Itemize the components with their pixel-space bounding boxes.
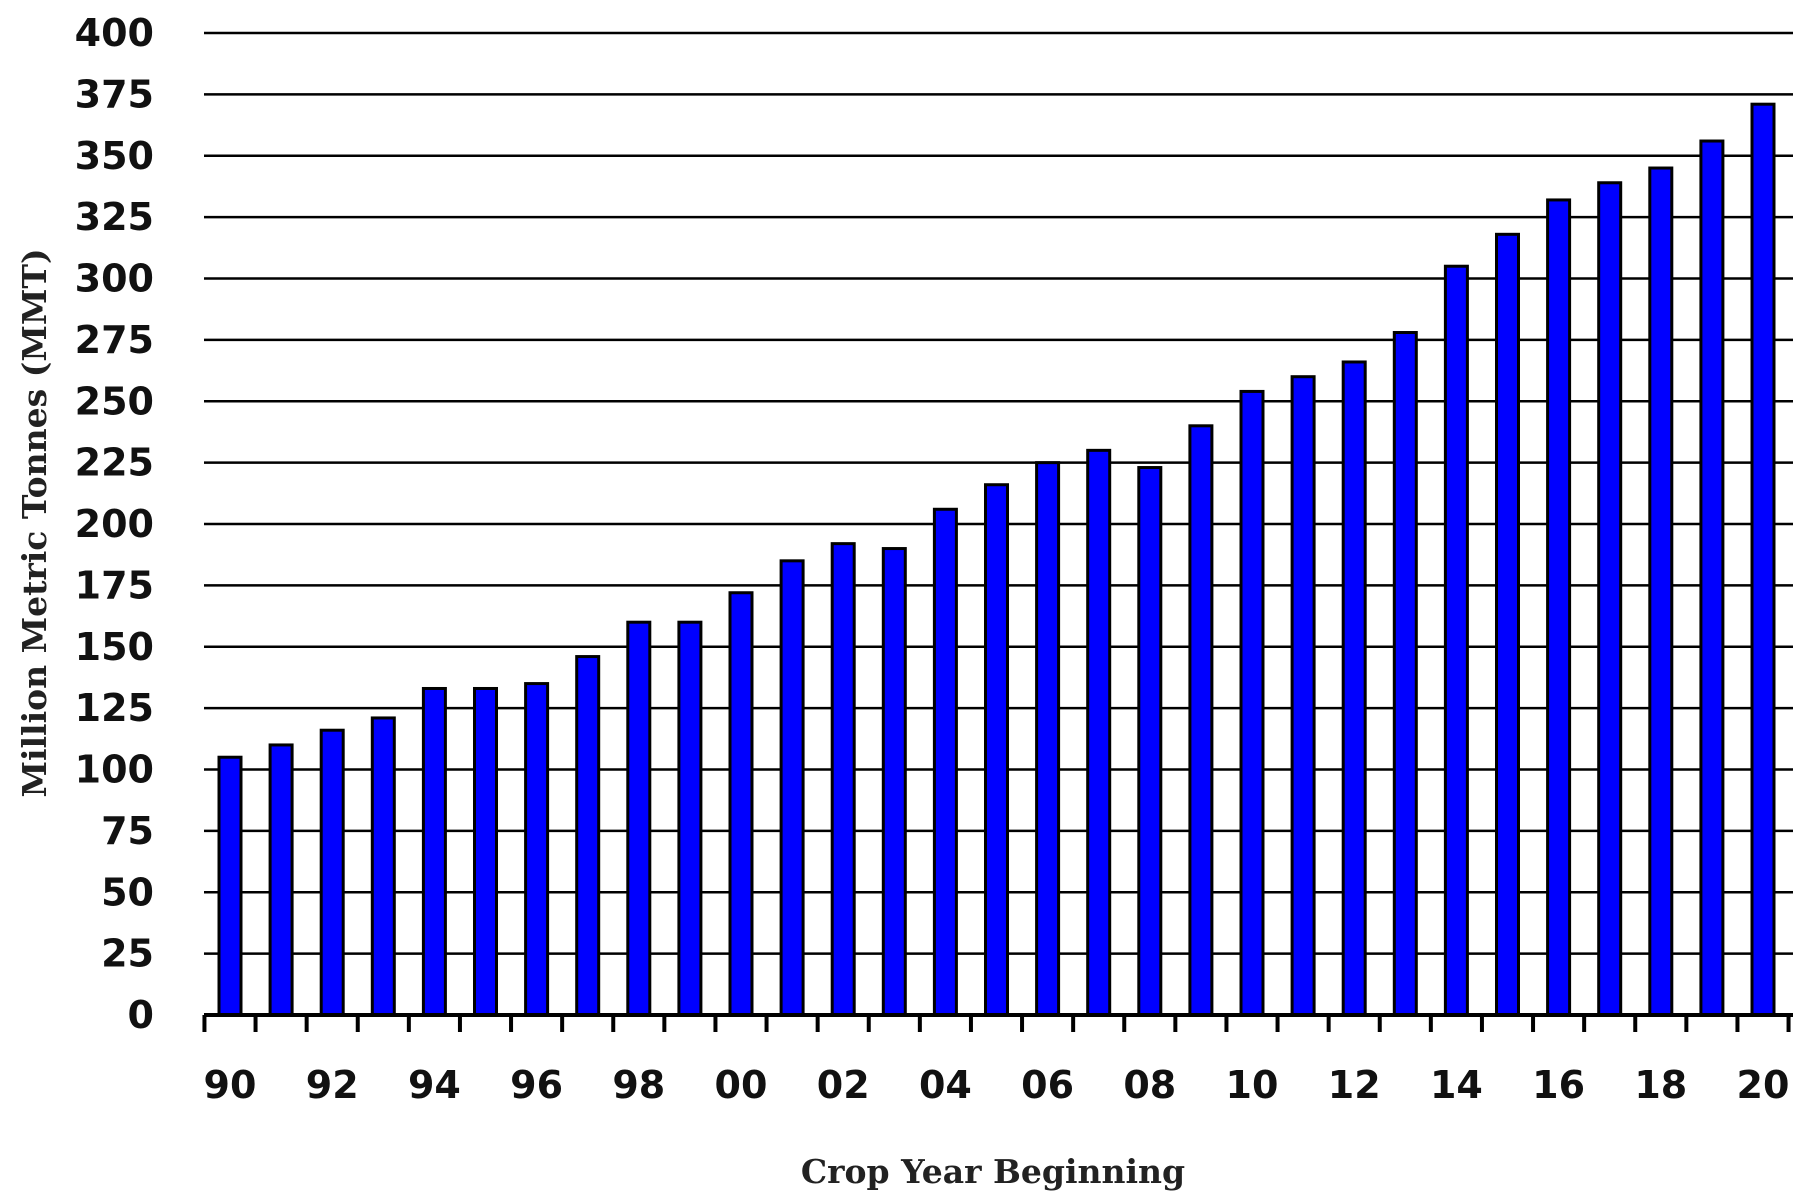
- bar-02: [830, 542, 856, 1017]
- x-tick-label-14: 14: [1430, 1063, 1483, 1107]
- bar-16: [1546, 198, 1572, 1017]
- y-tick-label-275: 275: [75, 318, 154, 362]
- bar-04: [932, 507, 958, 1017]
- bar-20: [1750, 102, 1776, 1017]
- bar-95: [473, 686, 498, 1017]
- bar-13: [1392, 331, 1418, 1017]
- bar-92: [319, 728, 345, 1017]
- x-axis-title: Crop Year Beginning: [801, 1152, 1185, 1191]
- x-tick-label-94: 94: [408, 1063, 461, 1107]
- bar-18: [1648, 166, 1674, 1017]
- x-tick-label-06: 06: [1021, 1063, 1074, 1107]
- x-tick-label-10: 10: [1226, 1063, 1279, 1107]
- x-tick-label-12: 12: [1328, 1063, 1381, 1107]
- bar-17: [1597, 181, 1623, 1017]
- x-tick-label-92: 92: [306, 1063, 359, 1107]
- x-tick-label-00: 00: [715, 1063, 768, 1107]
- x-tick-label-04: 04: [919, 1063, 972, 1107]
- y-tick-label-250: 250: [75, 379, 154, 423]
- y-tick-label-200: 200: [75, 502, 154, 546]
- bars: [217, 102, 1776, 1017]
- y-tick-label-375: 375: [75, 72, 154, 116]
- x-tick-label-18: 18: [1634, 1063, 1687, 1107]
- y-tick-labels: 0 25 50 75 100 125 150 175 200 225 250 275 300 325 350…: [75, 11, 154, 1037]
- bar-98: [626, 620, 652, 1017]
- bar-11: [1290, 375, 1316, 1017]
- bar-09: [1188, 424, 1214, 1017]
- x-tick-label-02: 02: [817, 1063, 870, 1107]
- y-tick-label-350: 350: [75, 134, 154, 178]
- y-tick-label-325: 325: [75, 195, 154, 239]
- y-tick-label-400: 400: [75, 11, 154, 55]
- y-axis-title: Million Metric Tonnes (MMT): [15, 248, 54, 797]
- x-axis: [202, 1013, 1793, 1032]
- bar-99: [677, 620, 703, 1017]
- bar-15: [1495, 232, 1520, 1017]
- bar-96: [524, 682, 550, 1017]
- y-tick-label-300: 300: [75, 257, 154, 301]
- bar-94: [421, 686, 447, 1017]
- bar-01: [779, 559, 805, 1017]
- bar-10: [1239, 389, 1265, 1017]
- x-tick-label-98: 98: [612, 1063, 665, 1107]
- y-tick-label-100: 100: [75, 748, 154, 792]
- bar-91: [268, 743, 294, 1017]
- bar-03: [881, 547, 907, 1017]
- y-tick-label-150: 150: [75, 625, 154, 669]
- bar-12: [1341, 360, 1367, 1017]
- y-tick-label-225: 225: [75, 441, 154, 485]
- x-tick-labels: 90 92 94 96 98 00 02 04 06 08 10 12 14 16 18 20: [204, 1063, 1790, 1107]
- bar-90: [217, 755, 243, 1017]
- bar-08: [1137, 466, 1163, 1017]
- bar-00: [728, 591, 754, 1017]
- bar-14: [1443, 264, 1469, 1017]
- x-tick-label-16: 16: [1532, 1063, 1585, 1107]
- bar-19: [1699, 139, 1725, 1017]
- x-tick-label-20: 20: [1737, 1063, 1790, 1107]
- x-tick-label-08: 08: [1123, 1063, 1176, 1107]
- y-tick-label-0: 0: [128, 993, 154, 1037]
- bar-93: [370, 716, 396, 1017]
- bar-06: [1035, 461, 1061, 1017]
- y-tick-label-25: 25: [101, 932, 154, 976]
- bar-05: [984, 483, 1009, 1017]
- bar-07: [1086, 448, 1112, 1017]
- y-tick-label-175: 175: [75, 563, 154, 607]
- y-tick-label-75: 75: [101, 809, 154, 853]
- x-tick-label-96: 96: [510, 1063, 563, 1107]
- x-tick-label-90: 90: [204, 1063, 257, 1107]
- bar-97: [575, 655, 601, 1017]
- y-tick-label-50: 50: [101, 870, 154, 914]
- y-tick-label-125: 125: [75, 686, 154, 730]
